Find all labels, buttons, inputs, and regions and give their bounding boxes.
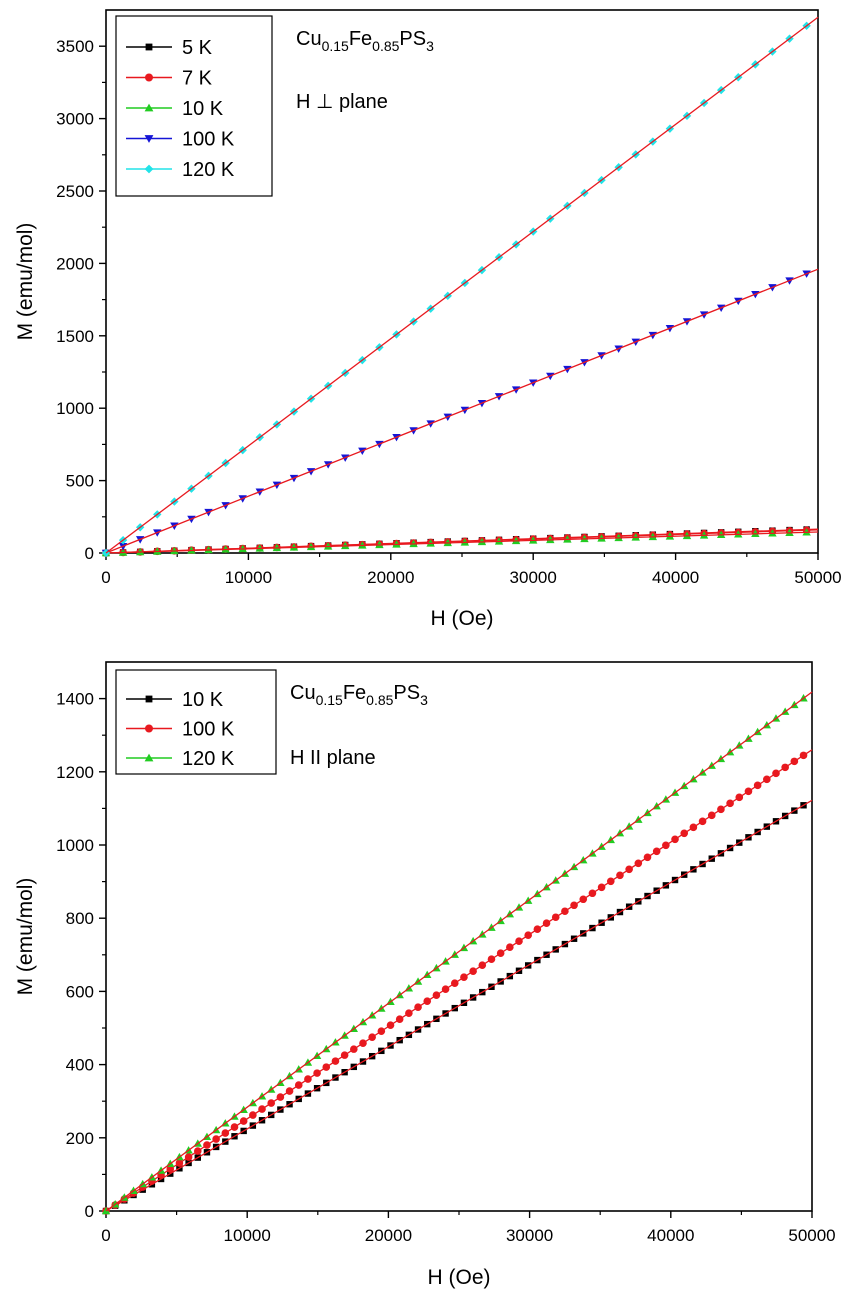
legend-label: 10 K (182, 98, 224, 120)
legend-marker (144, 164, 154, 174)
x-tick-label: 0 (101, 568, 110, 587)
y-tick-label: 0 (85, 544, 94, 563)
x-tick-label: 10000 (224, 1226, 271, 1245)
fit-line (105, 531, 819, 554)
x-tick-label: 10000 (225, 568, 272, 587)
series-100-k (102, 749, 813, 1215)
x-tick-label: 30000 (510, 568, 557, 587)
series-120-k (101, 691, 813, 1215)
legend-marker (144, 135, 154, 143)
y-tick-label: 2500 (56, 182, 94, 201)
y-tick-label: 1500 (56, 327, 94, 346)
formula-annotation: Cu0.15Fe0.85PS3 (296, 28, 434, 54)
orientation-annotation: H ⊥ plane (296, 91, 388, 113)
y-tick-label: 400 (66, 1056, 94, 1075)
legend-label: 120 K (182, 748, 235, 770)
y-tick-label: 1000 (56, 836, 94, 855)
legend-label: 10 K (182, 689, 224, 711)
series-10-k (102, 799, 813, 1215)
series-10-k (101, 528, 819, 557)
legend-marker (144, 753, 154, 762)
legend: 5 K 7 K 10 K 100 K 120 K (115, 15, 273, 197)
y-tick-label: 3500 (56, 37, 94, 56)
fit-line (105, 691, 813, 1212)
x-tick-label: 40000 (647, 1226, 694, 1245)
series-120-k (101, 16, 819, 558)
y-tick-label: 200 (66, 1129, 94, 1148)
y-tick-label: 1400 (56, 690, 94, 709)
legend-marker (145, 43, 153, 51)
y-tick-label: 1000 (56, 399, 94, 418)
legend-marker (145, 695, 153, 703)
fit-line (105, 268, 819, 554)
fit-line (105, 749, 813, 1212)
legend-box (115, 669, 277, 775)
x-axis-title: H (Oe) (428, 1266, 491, 1289)
x-tick-label: 20000 (367, 568, 414, 587)
x-tick-label: 30000 (506, 1226, 553, 1245)
x-tick-label: 0 (101, 1226, 110, 1245)
chart-panel-2: 0 10000 20000 30000 40000 50000 0 200 400 600 800 1… (14, 661, 836, 1289)
legend-marker (145, 73, 153, 82)
y-tick-label: 1200 (56, 763, 94, 782)
x-tick-label: 50000 (788, 1226, 835, 1245)
y-tick-label: 600 (66, 982, 94, 1001)
legend-label: 100 K (182, 719, 235, 741)
fit-line (105, 16, 819, 554)
x-tick-label: 20000 (365, 1226, 412, 1245)
y-tick-label: 2000 (56, 254, 94, 273)
y-axis-title: M (emu/mol) (14, 878, 37, 996)
fit-line (105, 799, 813, 1212)
formula-annotation: Cu0.15Fe0.85PS3 (290, 682, 428, 708)
legend-box (115, 15, 273, 197)
legend-label: 100 K (182, 129, 235, 151)
legend-marker (144, 103, 154, 112)
legend-marker (145, 724, 153, 733)
y-tick-label: 3000 (56, 110, 94, 129)
x-tick-label: 40000 (652, 568, 699, 587)
x-tick-label: 50000 (794, 568, 841, 587)
series-100-k (101, 268, 819, 558)
y-tick-label: 0 (85, 1202, 94, 1221)
legend-label: 7 K (182, 68, 213, 90)
chart-panel-1: 0 10000 20000 30000 40000 50000 0 500 1000 1500 20… (14, 9, 842, 630)
y-tick-label: 800 (66, 909, 94, 928)
legend-label: 5 K (182, 37, 213, 59)
y-axis-title: M (emu/mol) (14, 223, 37, 341)
legend: 10 K 100 K 120 K (115, 669, 277, 775)
x-axis-title: H (Oe) (431, 607, 494, 630)
y-tick-label: 500 (66, 472, 94, 491)
orientation-annotation: H II plane (290, 747, 376, 769)
legend-label: 120 K (182, 159, 235, 181)
